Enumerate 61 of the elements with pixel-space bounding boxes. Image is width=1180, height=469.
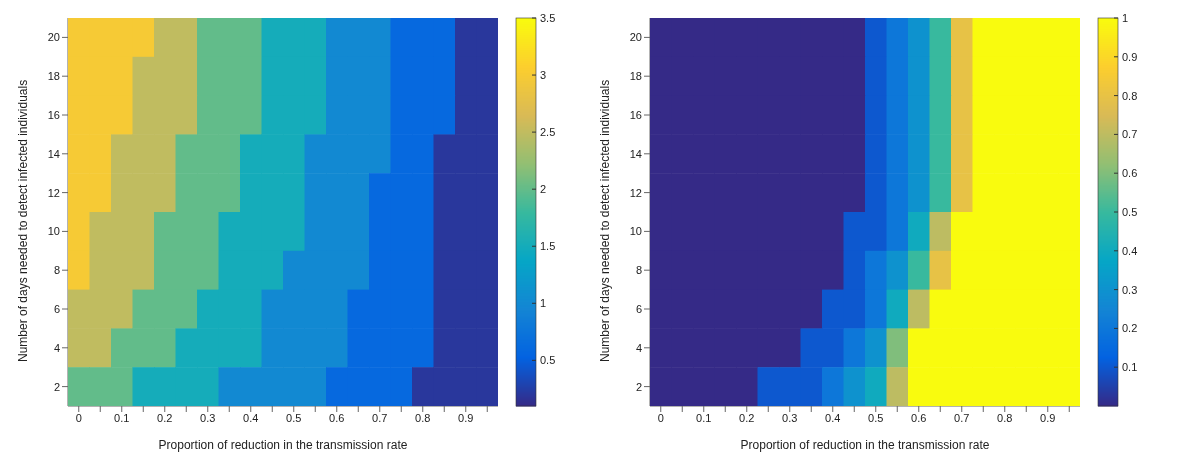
x-tick-label: 0.3 [200, 411, 216, 424]
y-tick-label: 18 [629, 70, 642, 83]
color-bar-label: 0.5 [540, 354, 556, 367]
color-bar-label: 0.2 [1122, 322, 1138, 335]
color-bar-label: 2.5 [540, 126, 556, 139]
y-tick-label: 6 [53, 302, 60, 315]
y-axis-title: Number of days needed to detect infected individuals [598, 79, 613, 362]
color-bar-label: 3 [540, 69, 547, 82]
y-tick-label: 12 [629, 186, 642, 199]
y-tick-label: 18 [47, 70, 60, 83]
y-tick-label: 10 [629, 225, 642, 238]
y-tick-label: 16 [47, 108, 60, 121]
x-tick-label: 0.6 [911, 411, 927, 424]
x-tick-label: 0.2 [157, 411, 173, 424]
y-tick-label: 2 [53, 380, 60, 393]
color-bar-label: 1 [540, 297, 547, 310]
y-tick-label: 10 [47, 225, 60, 238]
y-tick-label: 16 [629, 108, 642, 121]
x-tick-label: 0 [657, 411, 664, 424]
color-bar-label: 2 [540, 183, 547, 196]
y-tick-label: 20 [47, 31, 60, 44]
color-bar-label: 3.5 [540, 12, 556, 24]
x-tick-label: 0.8 [415, 411, 431, 424]
y-tick-label: 14 [629, 147, 642, 160]
y-tick-label: 8 [53, 264, 60, 277]
color-bar-label: 1.5 [540, 240, 556, 253]
color-bar-label: 0.8 [1122, 89, 1138, 102]
y-tick-label: 6 [635, 302, 642, 315]
color-bar-label: 0.6 [1122, 167, 1138, 180]
color-bar-label: 0.1 [1122, 361, 1138, 374]
y-tick-label: 4 [635, 341, 642, 354]
x-tick-label: 0 [75, 411, 82, 424]
color-bar-label: 0.4 [1122, 244, 1138, 257]
x-tick-label: 0.5 [868, 411, 884, 424]
x-tick-label: 0.4 [825, 411, 841, 424]
y-tick-label: 4 [53, 341, 60, 354]
color-bar-label: 0.7 [1122, 128, 1138, 141]
color-bar-label: 1 [1122, 12, 1129, 24]
x-tick-label: 0.5 [286, 411, 302, 424]
y-tick-label: 12 [47, 186, 60, 199]
y-tick-label: 20 [629, 31, 642, 44]
x-tick-label: 0.3 [782, 411, 798, 424]
color-bar-label: 0.3 [1122, 283, 1138, 296]
x-axis-title: Proportion of reduction in the transmission rate [740, 438, 990, 452]
x-tick-label: 0.1 [696, 411, 712, 424]
x-tick-label: 0.9 [458, 411, 474, 424]
x-tick-label: 0.6 [329, 411, 345, 424]
y-axis-title: Number of days needed to detect infected individuals [16, 79, 31, 362]
y-tick-label: 14 [47, 147, 60, 160]
y-tick-label: 8 [635, 264, 642, 277]
y-tick-label: 2 [635, 380, 642, 393]
x-tick-label: 0.8 [997, 411, 1013, 424]
x-axis-title: Proportion of reduction in the transmission rate [158, 438, 408, 452]
x-tick-label: 0.2 [739, 411, 755, 424]
x-tick-label: 0.9 [1040, 411, 1056, 424]
color-bar-label: 0.9 [1122, 50, 1138, 63]
x-tick-label: 0.4 [243, 411, 259, 424]
x-tick-label: 0.7 [954, 411, 970, 424]
x-tick-label: 0.1 [114, 411, 130, 424]
x-tick-label: 0.7 [372, 411, 388, 424]
color-bar-label: 0.5 [1122, 206, 1138, 218]
